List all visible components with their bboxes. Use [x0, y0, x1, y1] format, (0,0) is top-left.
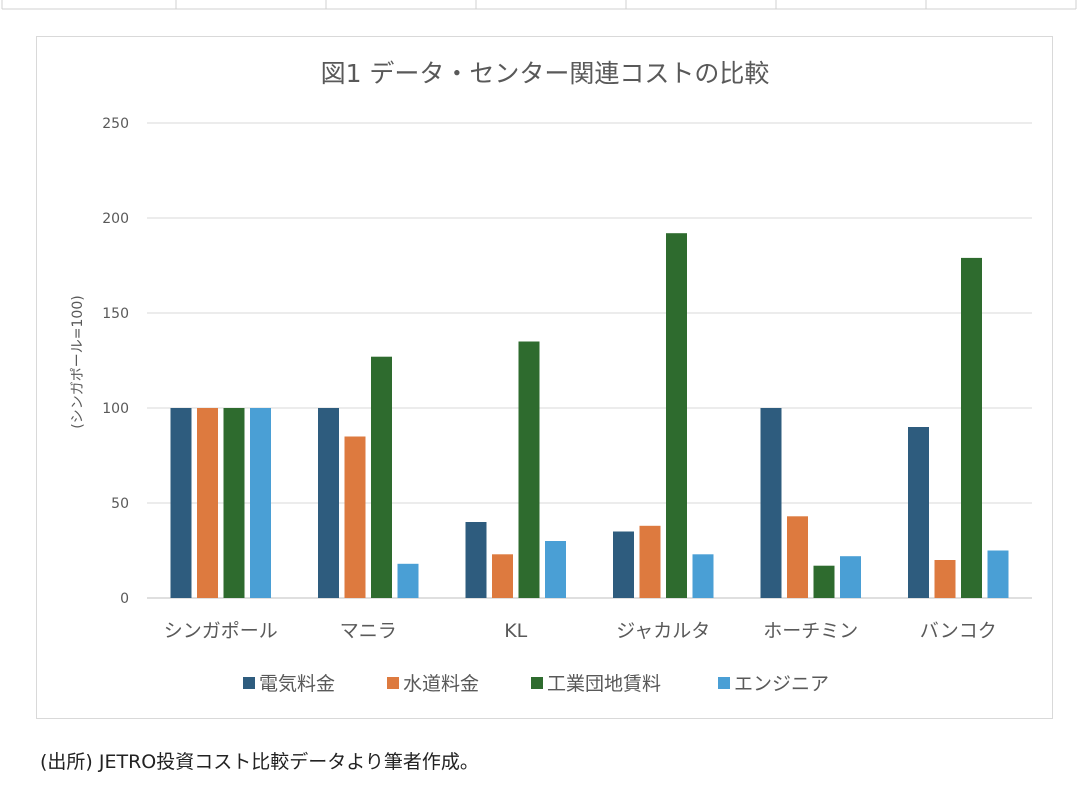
- x-tick-label: ホーチミン: [763, 620, 858, 642]
- legend: 電気料金 水道料金 工業団地賃料 エンジニア: [243, 673, 829, 695]
- legend-label: 電気料金: [259, 673, 335, 695]
- bar: [813, 565, 835, 598]
- bar: [692, 554, 714, 598]
- chart-title: 図1 データ・センター関連コストの比較: [321, 59, 770, 88]
- y-tick-label: 100: [102, 401, 129, 417]
- legend-swatch: [718, 677, 730, 689]
- x-tick-label: シンガポール: [164, 620, 278, 642]
- y-axis-label: (シンガポール=100): [70, 295, 86, 428]
- bar: [545, 541, 566, 598]
- bar: [465, 522, 487, 598]
- bar-chart: 図1 データ・センター関連コストの比較 (シンガポール=100) 0 50 100 1…: [70, 59, 1032, 695]
- bar: [934, 560, 956, 598]
- bar: [197, 408, 218, 598]
- x-tick-label: KL: [504, 620, 527, 642]
- legend-swatch: [531, 677, 543, 689]
- y-tick-labels: 0 50 100 150 200 250: [102, 116, 129, 607]
- x-tick-label: バンコク: [920, 620, 997, 642]
- y-tick-label: 0: [120, 591, 129, 607]
- bar: [961, 257, 982, 598]
- bar: [344, 436, 366, 598]
- chart-area: [36, 36, 1053, 719]
- bar: [639, 525, 661, 598]
- bar: [518, 341, 540, 598]
- legend-swatch: [243, 677, 255, 689]
- bar: [318, 408, 339, 598]
- bar: [987, 550, 1009, 598]
- bar: [492, 554, 513, 598]
- bars: [170, 233, 1009, 598]
- bar: [760, 408, 782, 598]
- y-tick-label: 150: [102, 306, 129, 322]
- source-caption: (出所) JETRO投資コスト比較データより筆者作成。: [40, 751, 479, 773]
- x-tick-labels: シンガポール マニラ KL ジャカルタ ホーチミン バンコク: [164, 620, 997, 642]
- bar: [250, 408, 271, 598]
- bar: [787, 516, 808, 598]
- legend-label: 水道料金: [403, 673, 479, 695]
- grid-lines: [147, 122, 1032, 599]
- bar: [666, 233, 687, 598]
- legend-label: 工業団地賃料: [547, 673, 661, 695]
- bar: [397, 563, 419, 598]
- legend-label: エンジニア: [734, 673, 829, 695]
- legend-swatch: [387, 677, 399, 689]
- bar: [223, 408, 245, 598]
- bar: [840, 556, 861, 598]
- bar: [908, 427, 929, 598]
- y-tick-label: 250: [102, 116, 129, 132]
- y-tick-label: 50: [111, 496, 129, 512]
- bar: [371, 356, 392, 598]
- table-border-top: [1, 0, 1077, 10]
- bar: [170, 408, 192, 598]
- x-tick-label: マニラ: [340, 620, 397, 642]
- x-tick-label: ジャカルタ: [616, 620, 710, 642]
- bar: [613, 531, 634, 598]
- y-tick-label: 200: [102, 211, 129, 227]
